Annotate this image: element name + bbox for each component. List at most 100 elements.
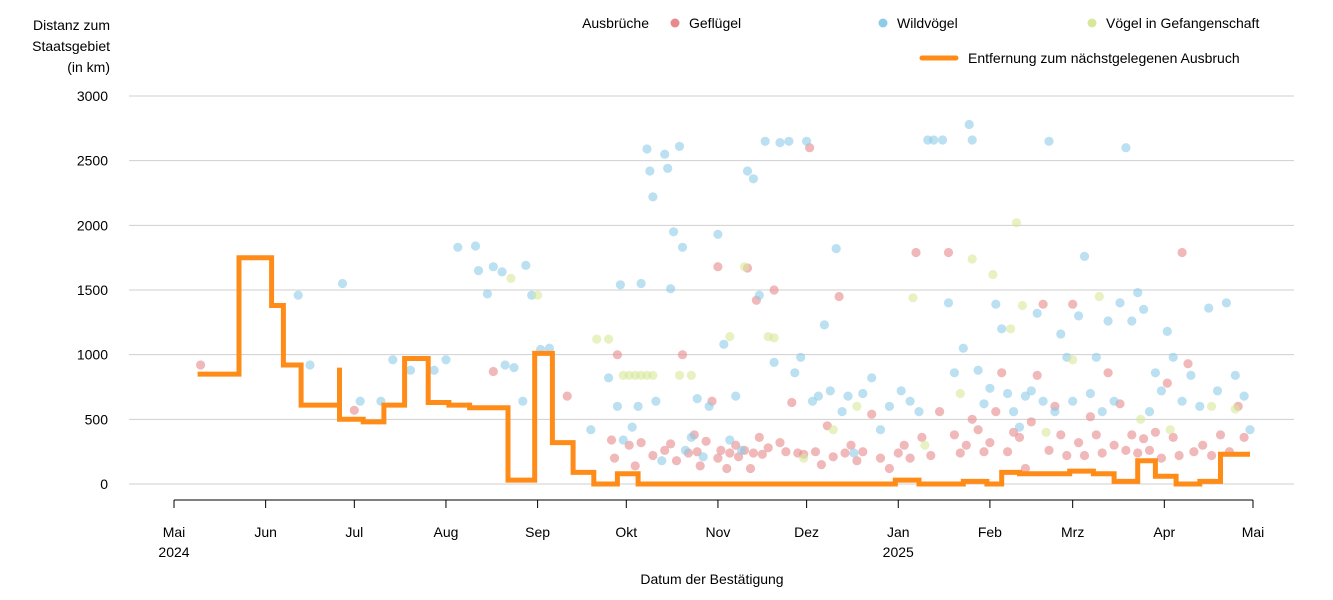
wild-point [958, 343, 968, 353]
poultry-point [1074, 438, 1084, 448]
wild-point [1221, 298, 1231, 308]
poultry-point [840, 448, 850, 458]
wild-point [405, 365, 416, 375]
wild-point [1103, 316, 1113, 326]
wild-point [725, 435, 735, 445]
wild-point [790, 368, 800, 378]
poultry-point [816, 460, 827, 470]
x-tick-label: Okt [615, 524, 637, 540]
wild-point [305, 360, 315, 370]
poultry-point [1189, 447, 1199, 457]
wild-point [825, 386, 835, 396]
captive-point [1041, 427, 1051, 437]
captive-point [1011, 218, 1022, 228]
x-tick-label: Apr [1153, 524, 1175, 540]
x-tick-label: Mai [163, 524, 186, 540]
poultry-point [1109, 440, 1119, 450]
wild-point [1091, 352, 1101, 362]
poultry-point [1198, 440, 1208, 450]
poultry-point [606, 435, 617, 445]
wild-point [949, 368, 960, 378]
wild-point [748, 174, 759, 184]
y-tick-label: 500 [85, 411, 109, 427]
poultry-point [488, 366, 498, 377]
wild-point [796, 352, 806, 362]
wild-point [1038, 396, 1048, 406]
legend-wild-marker [878, 18, 888, 28]
poultry-point [961, 440, 971, 450]
wild-point [453, 242, 463, 252]
poultry-point [1097, 448, 1107, 458]
scatter-points [196, 119, 1255, 474]
wild-point [1195, 401, 1205, 411]
wild-point [929, 135, 939, 145]
wild-point [645, 166, 655, 176]
poultry-point [1014, 432, 1025, 442]
legend-title: Ausbrüche [582, 15, 649, 31]
wild-point [441, 355, 451, 365]
poultry-point [725, 448, 735, 458]
wild-point [914, 407, 924, 417]
poultry-point [1139, 434, 1149, 444]
captive-point [988, 269, 998, 280]
wild-point [612, 401, 623, 411]
captive-point [592, 334, 602, 344]
poultry-point [754, 432, 764, 442]
wild-point [985, 383, 995, 393]
poultry-point [955, 448, 965, 458]
wild-point [698, 452, 708, 462]
wild-point [991, 299, 1001, 309]
wild-point [337, 278, 348, 289]
wild-point [1204, 303, 1214, 313]
poultry-point [731, 440, 741, 450]
wild-point [1068, 396, 1078, 406]
y-axis-title-line-3: (in km) [67, 59, 110, 75]
wild-point [663, 163, 673, 173]
poultry-point [630, 461, 640, 471]
poultry-point [1003, 447, 1013, 457]
captive-point [1230, 404, 1240, 414]
x-tick-label: Jan [887, 524, 910, 540]
captive-point [533, 290, 543, 300]
wild-point [666, 284, 676, 294]
y-axis-title-line-1: Distanz zum [33, 17, 110, 33]
wild-point [586, 425, 596, 435]
wild-point [997, 324, 1007, 334]
poultry-point [660, 445, 670, 455]
poultry-point [834, 291, 844, 302]
poultry-point [713, 262, 723, 272]
wild-point [731, 391, 741, 401]
poultry-point [692, 447, 702, 457]
wild-point [1150, 368, 1160, 378]
poultry-point [1085, 412, 1095, 422]
poultry-point [997, 368, 1007, 378]
wild-point [1056, 329, 1066, 339]
wild-point [615, 280, 626, 290]
wild-point [737, 445, 747, 455]
y-axis-title: Distanz zum Staatsgebiet (in km) [32, 17, 110, 75]
wild-point [686, 432, 696, 442]
wild-point [760, 136, 770, 146]
poultry-point [935, 407, 945, 417]
wild-point [1109, 396, 1119, 406]
poultry-point [666, 439, 676, 449]
captive-point [908, 293, 918, 303]
wild-point [713, 229, 723, 239]
legend-captive-label: Vögel in Gefangenschaft [1106, 15, 1259, 31]
wild-point [964, 119, 974, 130]
wild-point [677, 242, 688, 252]
wild-point [973, 365, 983, 375]
wild-point [1212, 386, 1223, 396]
wild-point [943, 298, 954, 308]
captive-point [1068, 355, 1078, 365]
wild-point [544, 343, 555, 353]
poultry-point [609, 453, 620, 463]
poultry-point [852, 456, 862, 466]
poultry-point [196, 360, 206, 370]
captive-point [604, 334, 614, 344]
legend: Ausbrüche Geflügel Wildvögel Vögel in Ge… [582, 15, 1259, 66]
x-tick-label: Mai [1242, 524, 1265, 540]
wild-point [775, 138, 785, 148]
poultry-point [1038, 299, 1048, 309]
distance-line-layer [197, 255, 1250, 487]
